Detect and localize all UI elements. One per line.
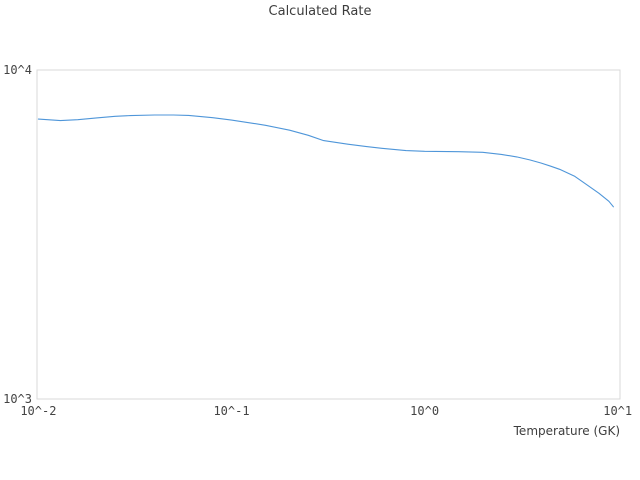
y-tick-label: 10^4 <box>3 63 32 77</box>
x-tick-label: 10^-2 <box>20 404 57 418</box>
x-tick-label: 10^-1 <box>213 404 250 418</box>
x-tick-label: 10^1 <box>603 404 633 418</box>
rate-line-series <box>37 114 614 208</box>
y-tick-label: 10^3 <box>3 392 32 406</box>
x-axis-title: Temperature (GK) <box>513 424 620 438</box>
x-tick-label: 10^0 <box>410 404 440 418</box>
chart-title: Calculated Rate <box>268 4 372 19</box>
plot-border <box>36 69 621 400</box>
